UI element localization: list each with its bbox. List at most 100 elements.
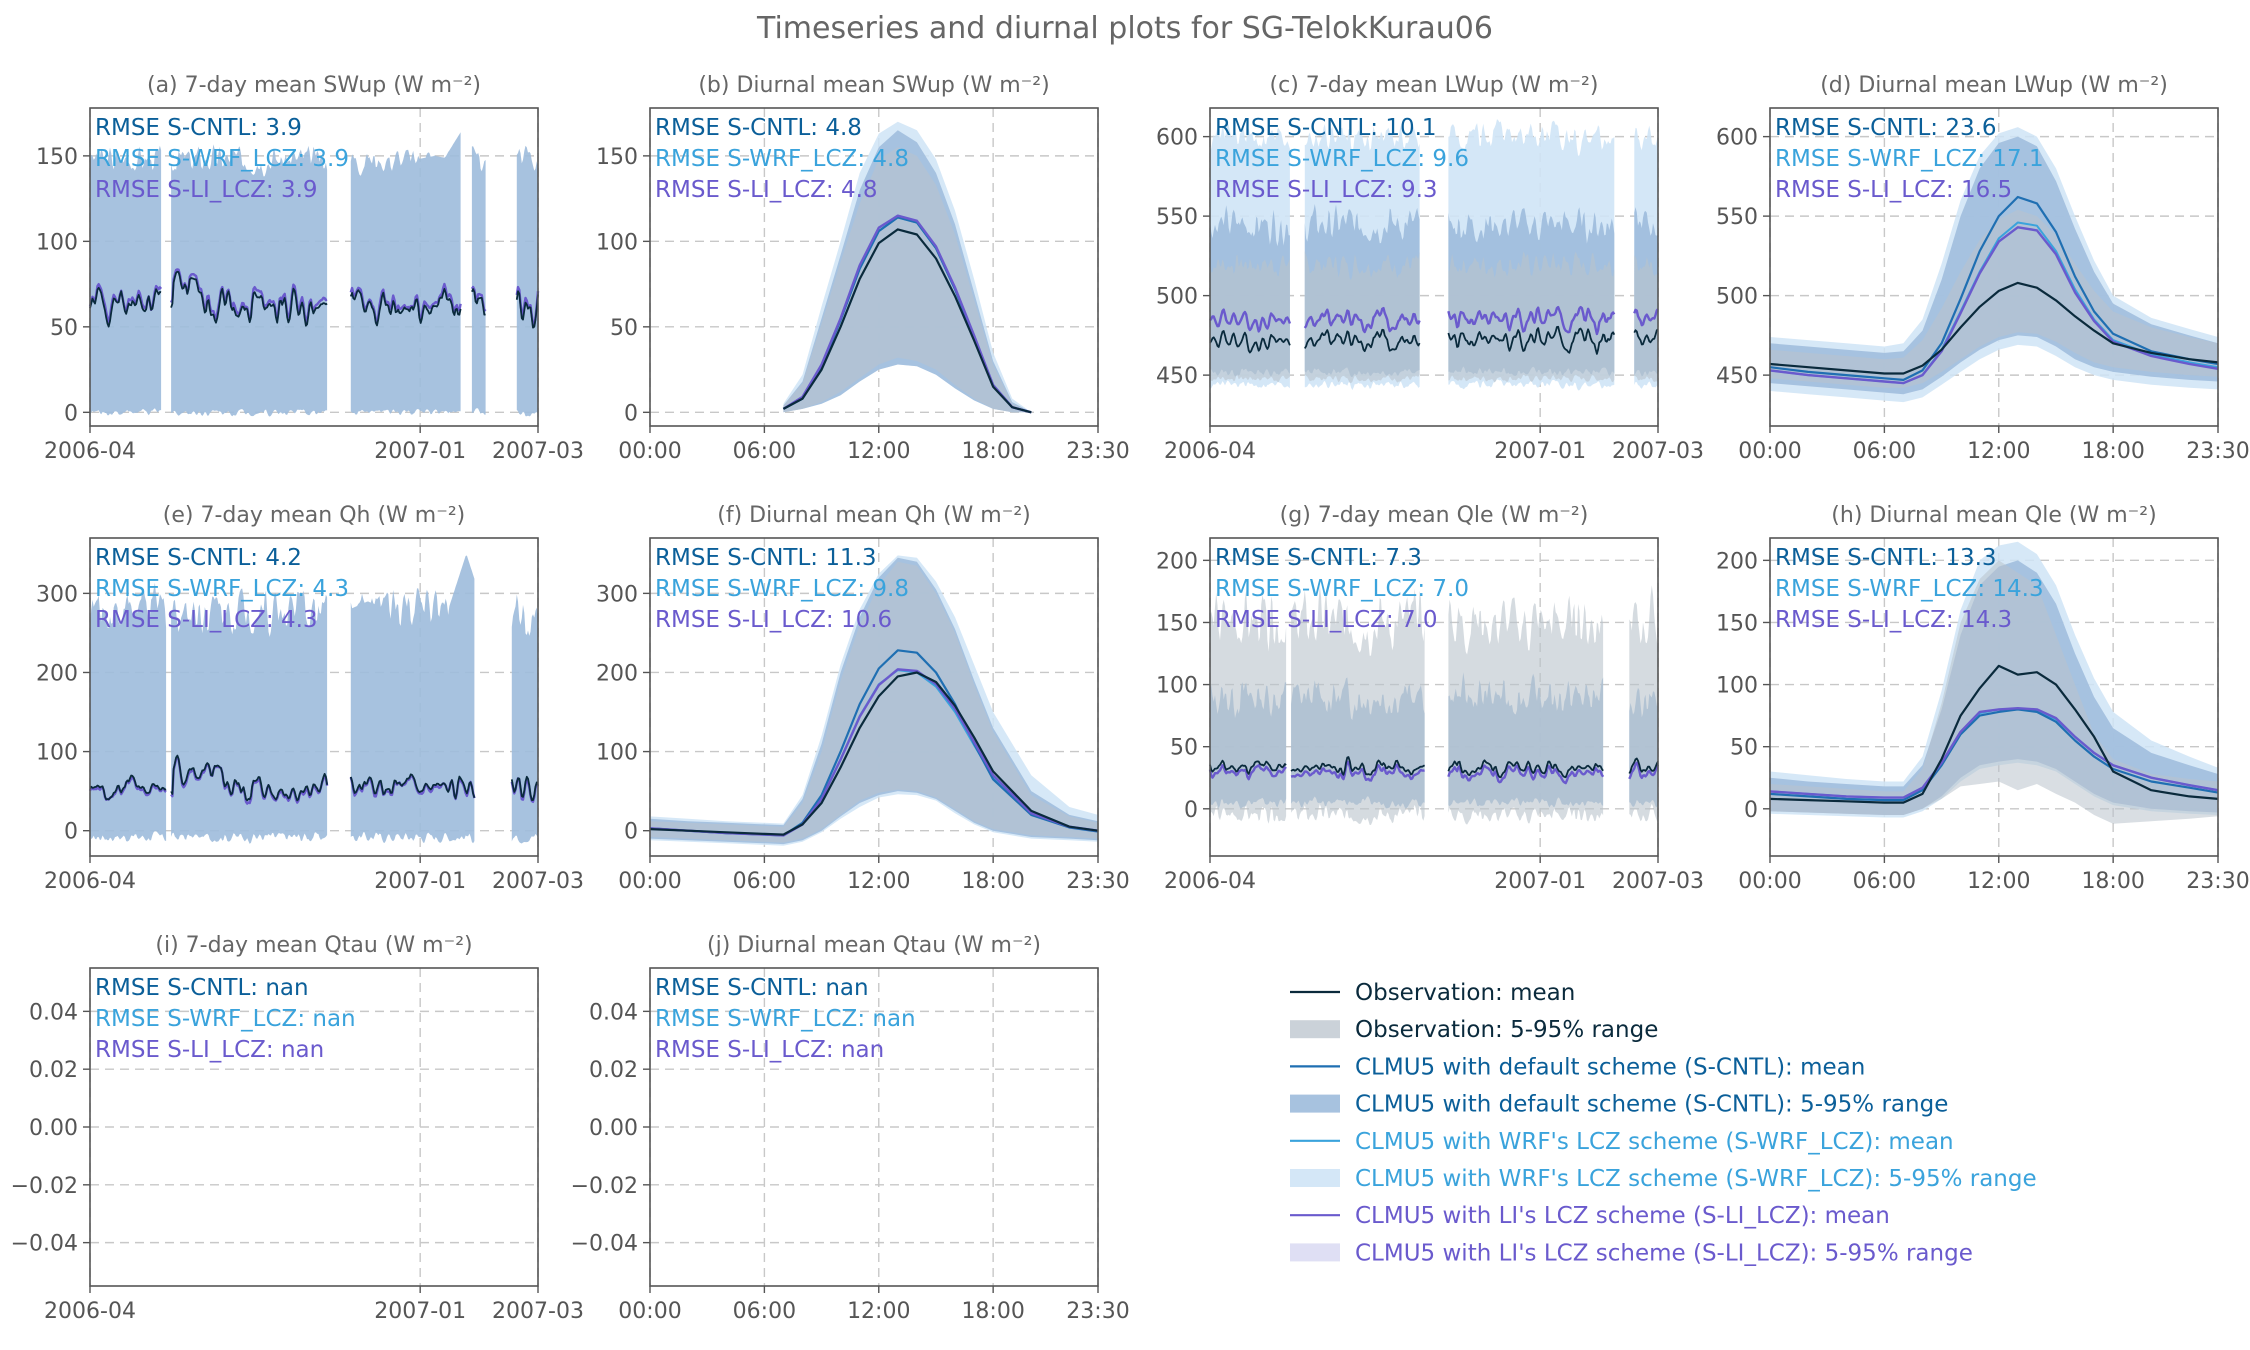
x-tick-label: 23:30: [2186, 869, 2249, 894]
x-tick-label: 2006-04: [1164, 439, 1256, 464]
rmse-wrf-text: RMSE S-WRF_LCZ: 17.1: [1775, 146, 2044, 172]
panel-title: (h) Diurnal mean Qle (W m⁻²): [1831, 503, 2156, 528]
legend-label: Observation: 5-95% range: [1355, 1017, 1658, 1043]
y-tick-label: 0: [1184, 798, 1198, 823]
obs-range-band: [783, 147, 1032, 413]
x-tick-label: 06:00: [733, 439, 796, 464]
panel-c: (c) 7-day mean LWup (W m⁻²) RMSE S-CNTL: …: [1156, 73, 1704, 464]
rmse-cntl-text: RMSE S-CNTL: 7.3: [1215, 545, 1422, 571]
panels: (a) 7-day mean SWup (W m⁻²) RMSE S-CNTL: …: [11, 73, 2250, 1324]
x-axis: 2006-04 2007-01 2007-03: [1164, 426, 1704, 464]
obs-mean-line: [1209, 759, 1287, 775]
y-tick-label: 300: [36, 582, 78, 607]
x-tick-label: 00:00: [618, 439, 681, 464]
plot-area: [1769, 541, 2219, 824]
rmse-li-text: RMSE S-LI_LCZ: 4.3: [95, 607, 318, 633]
axes-frame: [1209, 537, 1659, 857]
y-tick-label: 50: [1730, 736, 1758, 761]
rmse-cntl-text: RMSE S-CNTL: 3.9: [95, 115, 302, 141]
x-tick-label: 06:00: [733, 869, 796, 894]
y-tick-label: 150: [36, 145, 78, 170]
y-tick-label: 100: [1716, 674, 1758, 699]
panel-e: (e) 7-day mean Qh (W m⁻²) RMSE S-CNTL: 4.…: [36, 503, 584, 894]
panel-title: (b) Diurnal mean SWup (W m⁻²): [698, 73, 1049, 98]
legend-band-swatch: [1290, 1243, 1340, 1262]
figure-title: Timeseries and diurnal plots for SG-Telo…: [756, 11, 1493, 46]
y-tick-label: 550: [1716, 205, 1758, 230]
plot-area: [782, 121, 1032, 414]
legend-label: Observation: mean: [1355, 980, 1575, 1006]
rmse-cntl-text: RMSE S-CNTL: 4.2: [95, 545, 302, 571]
rmse-wrf-text: RMSE S-WRF_LCZ: 4.8: [655, 146, 909, 172]
y-tick-label: 300: [596, 582, 638, 607]
x-axis: 2006-04 2007-01 2007-03: [44, 1286, 584, 1324]
x-axis: 00:00 06:00 12:00 18:00 23:30: [618, 426, 1130, 464]
x-tick-label: 18:00: [2081, 439, 2144, 464]
cntl-range-band: [350, 132, 461, 415]
li-mean-line: [1290, 760, 1425, 782]
obs-mean-line: [349, 773, 476, 800]
y-axis: 0 100 200 300: [36, 582, 90, 845]
x-tick-label: 00:00: [618, 1299, 681, 1324]
x-tick-label: 2007-03: [492, 869, 584, 894]
cntl-range-band: [90, 582, 167, 842]
axes-frame: [649, 107, 1099, 427]
y-tick-label: −0.04: [11, 1232, 78, 1257]
panel-f: (f) Diurnal mean Qh (W m⁻²) RMSE S-CNTL: …: [596, 503, 1130, 894]
li-mean-line: [1208, 764, 1287, 781]
rmse-wrf-text: RMSE S-WRF_LCZ: nan: [95, 1006, 356, 1032]
cntl-range-band: [90, 145, 162, 416]
y-tick-label: 450: [1156, 364, 1198, 389]
x-axis: 2006-04 2007-01 2007-03: [1164, 856, 1704, 894]
obs-mean-line: [349, 288, 462, 327]
y-tick-label: 100: [596, 741, 638, 766]
rmse-li-text: RMSE S-LI_LCZ: 9.3: [1215, 177, 1438, 203]
legend-entry: Observation: mean: [1290, 980, 1575, 1006]
obs-mean-line: [89, 286, 162, 328]
obs-mean-line: [782, 228, 1032, 414]
panel-title: (g) 7-day mean Qle (W m⁻²): [1280, 503, 1589, 528]
legend-entry: CLMU5 with LI's LCZ scheme (S-LI_LCZ): 5…: [1290, 1240, 1973, 1266]
legend-label: CLMU5 with LI's LCZ scheme (S-LI_LCZ): m…: [1355, 1203, 1890, 1229]
y-tick-label: 50: [50, 316, 78, 341]
obs-range-band: [1210, 590, 1287, 824]
li-mean-line: [1303, 306, 1421, 334]
obs-mean-line: [471, 288, 486, 316]
legend-entry: CLMU5 with LI's LCZ scheme (S-LI_LCZ): m…: [1290, 1203, 1890, 1229]
rmse-li-text: RMSE S-LI_LCZ: 7.0: [1215, 607, 1438, 633]
plot-area: [649, 555, 1099, 846]
x-tick-label: 18:00: [961, 869, 1024, 894]
obs-mean-line: [1769, 664, 2219, 804]
rmse-cntl-text: RMSE S-CNTL: 23.6: [1775, 115, 1997, 141]
obs-range-band: [1448, 251, 1615, 383]
legend-entry: Observation: 5-95% range: [1290, 1017, 1658, 1043]
x-axis: 00:00 06:00 12:00 18:00 23:30: [1738, 426, 2250, 464]
legend-band-swatch: [1290, 1094, 1340, 1113]
x-tick-label: 18:00: [961, 1299, 1024, 1324]
obs-mean-line: [1290, 756, 1426, 776]
rmse-cntl-text: RMSE S-CNTL: 4.8: [655, 115, 862, 141]
obs-mean-line: [510, 775, 539, 801]
x-tick-label: 2007-01: [374, 869, 466, 894]
plot-area: [88, 555, 540, 844]
x-tick-label: 12:00: [1967, 439, 2030, 464]
y-tick-label: 200: [596, 661, 638, 686]
rmse-li-text: RMSE S-LI_LCZ: nan: [95, 1037, 324, 1063]
panel-j: (j) Diurnal mean Qtau (W m⁻²) RMSE S-CNTL…: [571, 933, 1130, 1324]
legend-label: CLMU5 with default scheme (S-CNTL): mean: [1355, 1054, 1865, 1080]
legend-label: CLMU5 with WRF's LCZ scheme (S-WRF_LCZ):…: [1355, 1166, 2037, 1192]
y-tick-label: 600: [1716, 126, 1758, 151]
panel-title: (j) Diurnal mean Qtau (W m⁻²): [707, 933, 1041, 958]
x-axis: 00:00 06:00 12:00 18:00 23:30: [618, 1286, 1130, 1324]
rmse-li-text: RMSE S-LI_LCZ: 3.9: [95, 177, 318, 203]
panel-title: (a) 7-day mean SWup (W m⁻²): [147, 73, 481, 98]
li-mean-line: [349, 282, 462, 325]
obs-range-band: [1210, 254, 1290, 383]
y-tick-label: 600: [1156, 126, 1198, 151]
axes-frame: [649, 537, 1099, 857]
y-axis: 0 50 100 150 200: [1716, 549, 1770, 823]
cntl-range-band: [516, 145, 538, 417]
y-tick-label: 0.02: [589, 1058, 638, 1083]
y-tick-label: 500: [1716, 285, 1758, 310]
x-tick-label: 2007-01: [374, 439, 466, 464]
